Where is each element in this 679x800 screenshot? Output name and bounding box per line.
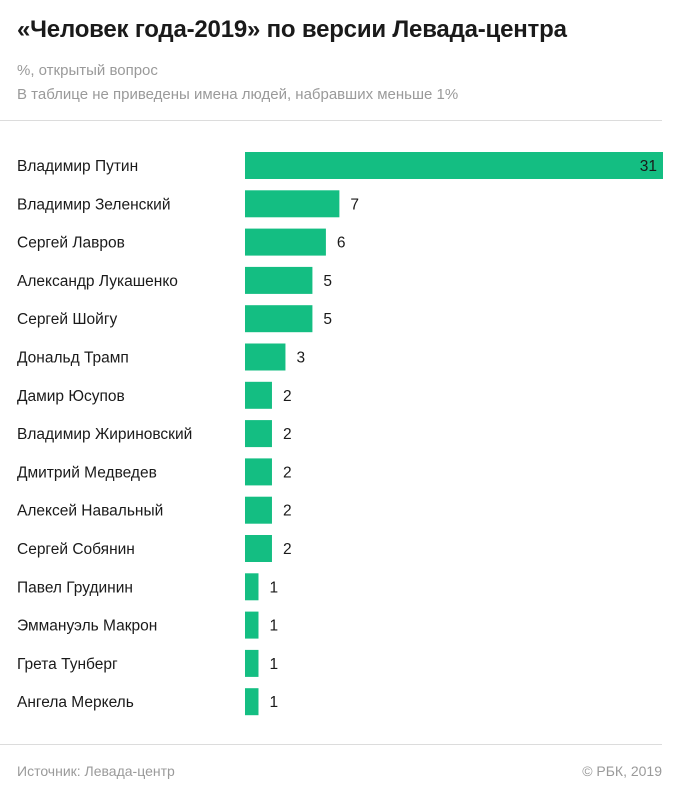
bar — [245, 649, 259, 677]
bar — [245, 152, 663, 179]
category-label: Дмитрий Медведев — [17, 464, 157, 481]
bar — [245, 420, 272, 448]
bar — [245, 496, 272, 524]
value-label: 3 — [296, 350, 305, 367]
top-divider — [0, 120, 662, 121]
category-label: Сергей Собянин — [17, 541, 135, 558]
value-label: 2 — [283, 388, 292, 405]
bar — [245, 343, 286, 371]
category-label: Александр Лукашенко — [17, 273, 178, 290]
bar — [245, 535, 272, 562]
category-label: Павел Грудинин — [17, 579, 133, 596]
bar — [245, 190, 340, 218]
value-label: 1 — [269, 656, 278, 673]
category-label: Сергей Лавров — [17, 235, 125, 252]
category-label: Дональд Трамп — [17, 350, 129, 367]
bar — [245, 266, 313, 294]
value-label: 2 — [283, 541, 292, 558]
category-label: Владимир Зеленский — [17, 196, 171, 213]
chart-subtitle-note: В таблице не приведены имена людей, набр… — [17, 86, 459, 103]
bar — [245, 688, 259, 716]
category-label: Владимир Жириновский — [17, 426, 192, 443]
bar — [245, 458, 272, 486]
value-label: 2 — [283, 503, 292, 520]
value-label: 6 — [337, 235, 346, 252]
copyright-note: © РБК, 2019 — [582, 763, 662, 779]
value-label: 1 — [269, 618, 278, 635]
category-label: Сергей Шойгу — [17, 311, 117, 328]
chart-title: «Человек года-2019» по версии Левада-цен… — [17, 16, 567, 43]
value-label: 2 — [283, 464, 292, 481]
value-label: 1 — [269, 579, 278, 596]
value-label: 7 — [350, 196, 359, 213]
source-note: Источник: Левада-центр — [17, 763, 175, 779]
category-label: Ангела Меркель — [17, 694, 134, 711]
value-label: 31 — [640, 158, 657, 175]
value-label: 5 — [323, 311, 332, 328]
bar — [245, 573, 259, 601]
bar — [245, 228, 326, 256]
bar — [245, 305, 313, 333]
bar — [245, 611, 259, 639]
chart-subtitle-units: %, открытый вопрос — [17, 62, 158, 79]
bottom-divider — [0, 744, 662, 745]
category-label: Эммануэль Макрон — [17, 618, 157, 635]
category-label: Алексей Навальный — [17, 503, 163, 520]
value-label: 1 — [269, 694, 278, 711]
bar — [245, 381, 272, 409]
value-label: 2 — [283, 426, 292, 443]
category-label: Дамир Юсупов — [17, 388, 125, 405]
category-label: Владимир Путин — [17, 158, 138, 175]
category-label: Грета Тунберг — [17, 656, 118, 673]
value-label: 5 — [323, 273, 332, 290]
